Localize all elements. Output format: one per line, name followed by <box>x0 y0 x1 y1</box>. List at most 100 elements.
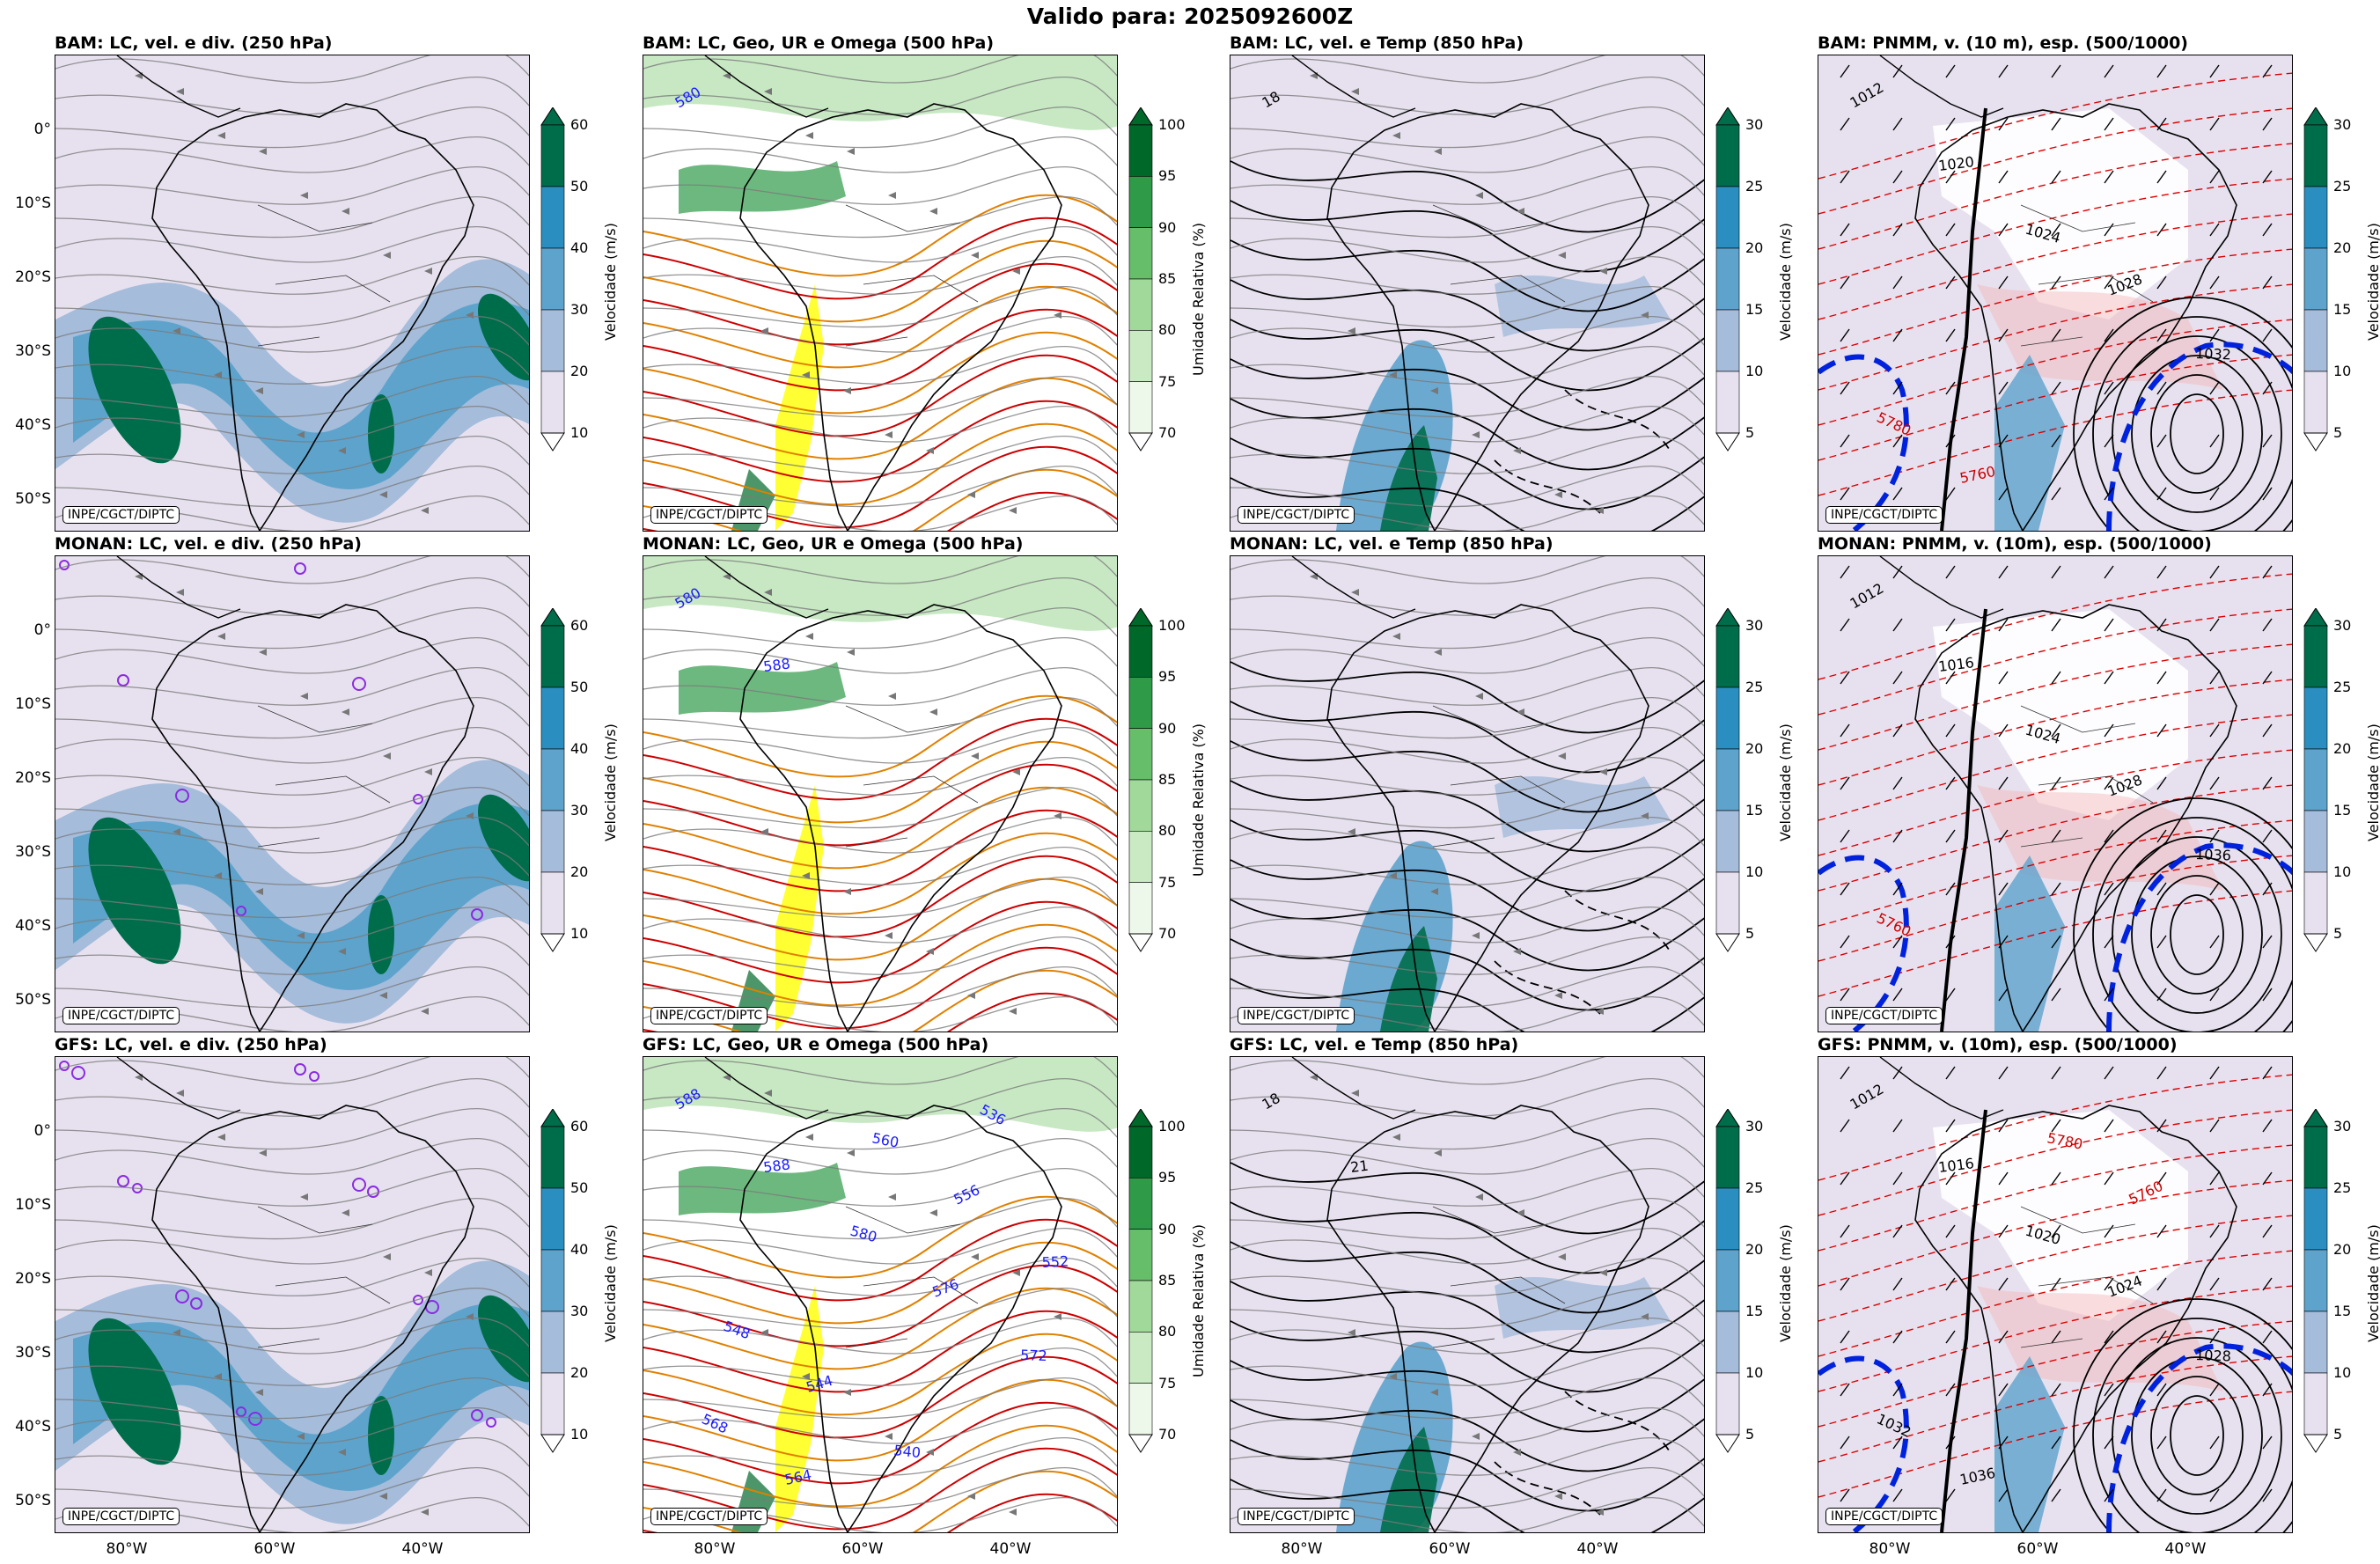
map-panel[interactable]: INPE/CGCT/DIPTC <box>55 55 530 532</box>
credit-label: INPE/CGCT/DIPTC <box>650 1007 768 1024</box>
colorbar-tick: 25 <box>1745 679 1764 695</box>
colorbar-tick: 100 <box>1158 617 1186 634</box>
credit-label: INPE/CGCT/DIPTC <box>1238 1007 1355 1024</box>
panel-title: GFS: LC, Geo, UR e Omega (500 hPa) <box>643 1035 989 1054</box>
colorbar-tick: 15 <box>1745 1303 1764 1319</box>
colorbar-tick: 20 <box>1745 239 1764 256</box>
colorbar-tick: 95 <box>1158 668 1177 686</box>
colorbar-label: Velocidade (m/s) <box>602 223 619 341</box>
colorbar <box>1128 106 1153 456</box>
colorbar-tick: 20 <box>570 863 589 880</box>
colorbar-tick: 30 <box>1745 617 1764 634</box>
colorbar-tick: 25 <box>1745 1179 1764 1196</box>
colorbar-tick: 85 <box>1158 1272 1177 1289</box>
colorbar-tick: 10 <box>570 1426 589 1443</box>
map-panel[interactable]: INPE/CGCT/DIPTC <box>1230 555 1705 1032</box>
credit-label: INPE/CGCT/DIPTC <box>650 1508 768 1525</box>
colorbar-label: Velocidade (m/s) <box>1777 723 1794 841</box>
lat-tick-label: 30°S <box>15 843 51 861</box>
colorbar-tick: 10 <box>570 424 589 441</box>
panel-title: GFS: LC, vel. e Temp (850 hPa) <box>1230 1035 1519 1054</box>
map-panel[interactable]: 1012 1020 1024 1028 1032 5780 5760 INPE/CGCT/DI… <box>1818 55 2293 532</box>
panel-title: BAM: LC, vel. e div. (250 hPa) <box>55 33 333 53</box>
colorbar-label: Umidade Relativa (%) <box>1190 1223 1207 1377</box>
colorbar-tick: 15 <box>2333 802 2352 819</box>
colorbar <box>2303 1108 2328 1458</box>
colorbar-tick: 20 <box>570 363 589 379</box>
lat-tick-label: 30°S <box>15 342 51 360</box>
colorbar-label: Velocidade (m/s) <box>602 723 619 841</box>
contour-label: 1020 <box>1937 153 1975 174</box>
colorbar-tick: 95 <box>1158 1169 1177 1186</box>
colorbar-tick: 30 <box>1745 116 1764 133</box>
lat-tick-label: 40°S <box>15 1418 51 1436</box>
contour-label: 1028 <box>2195 1347 2231 1364</box>
colorbar-tick: 85 <box>1158 771 1177 788</box>
colorbar-tick: 80 <box>1158 822 1177 840</box>
colorbar-tick: 70 <box>1158 424 1177 441</box>
colorbar-tick: 80 <box>1158 1323 1177 1340</box>
map-panel[interactable]: 1012 1016 1024 1028 1036 5760 INPE/CGCT/DIPTC <box>1818 555 2293 1032</box>
colorbar-tick: 30 <box>1745 1118 1764 1134</box>
lat-tick-label: 40°S <box>15 917 51 935</box>
lon-tick-label: 80°W <box>1869 1540 1911 1558</box>
map-panel[interactable]: INPE/CGCT/DIPTC <box>55 555 530 1032</box>
map-panel[interactable]: 18 INPE/CGCT/DIPTC <box>1230 55 1705 532</box>
contour-label: 1032 <box>2195 345 2231 363</box>
map-panel[interactable]: 580 INPE/CGCT/DIPTC <box>643 55 1118 532</box>
colorbar-tick: 15 <box>2333 1303 2352 1319</box>
colorbar-tick: 90 <box>1158 1220 1177 1237</box>
colorbar-label: Umidade Relativa (%) <box>1190 222 1207 376</box>
colorbar-tick: 60 <box>570 1118 589 1134</box>
map-canvas <box>55 55 529 531</box>
map-canvas <box>55 1057 529 1532</box>
lat-tick-label: 10°S <box>15 695 51 713</box>
colorbar <box>540 1108 565 1458</box>
colorbar-tick: 15 <box>1745 301 1764 318</box>
map-panel[interactable]: 588 588 580 576 572 568 564 560 556 552 548 544 540 5… <box>643 1056 1118 1533</box>
lon-tick-label: 80°W <box>694 1540 736 1558</box>
lon-tick-label: 80°W <box>1281 1540 1323 1558</box>
colorbar-tick: 10 <box>1745 363 1764 379</box>
map-panel[interactable]: 580 588 INPE/CGCT/DIPTC <box>643 555 1118 1032</box>
lon-tick-label: 60°W <box>1429 1540 1471 1558</box>
lon-tick-label: 60°W <box>253 1540 296 1558</box>
map-panel[interactable]: 1012 1016 1020 1024 1028 1032 1036 5780 5760 INPE… <box>1818 1056 2293 1533</box>
colorbar-label: Velocidade (m/s) <box>1777 1224 1794 1342</box>
lat-tick-label: 10°S <box>15 195 51 212</box>
lat-tick-label: 50°S <box>15 1492 51 1509</box>
colorbar <box>540 106 565 456</box>
map-canvas: 5885885805765725685645605565525485445405… <box>643 1057 1117 1532</box>
lat-tick-label: 0° <box>33 621 51 639</box>
colorbar <box>1715 607 1740 957</box>
colorbar-tick: 20 <box>1745 740 1764 757</box>
lat-tick-label: 10°S <box>15 1196 51 1214</box>
colorbar-tick: 40 <box>570 740 589 757</box>
contour-label: 572 <box>1020 1347 1047 1364</box>
map-panel[interactable]: 18 21 INPE/CGCT/DIPTC <box>1230 1056 1705 1533</box>
map-panel[interactable]: INPE/CGCT/DIPTC <box>55 1056 530 1533</box>
colorbar-tick: 30 <box>2333 617 2352 634</box>
colorbar-tick: 20 <box>570 1364 589 1381</box>
lon-tick-label: 40°W <box>989 1540 1032 1558</box>
colorbar-tick: 95 <box>1158 167 1177 185</box>
lon-tick-label: 40°W <box>2164 1540 2207 1558</box>
panel-title: BAM: LC, Geo, UR e Omega (500 hPa) <box>643 33 995 53</box>
colorbar-label: Velocidade (m/s) <box>602 1224 619 1342</box>
colorbar-tick: 30 <box>570 1303 589 1319</box>
lat-tick-label: 20°S <box>15 769 51 787</box>
panel-title: BAM: LC, vel. e Temp (850 hPa) <box>1230 33 1524 53</box>
colorbar-label: Velocidade (m/s) <box>1777 223 1794 341</box>
lon-tick-label: 40°W <box>1576 1540 1619 1558</box>
contour-label: 1016 <box>1937 654 1975 675</box>
colorbar-tick: 20 <box>2333 740 2352 757</box>
colorbar-tick: 10 <box>1745 863 1764 880</box>
panel-title: GFS: LC, vel. e div. (250 hPa) <box>55 1035 327 1054</box>
map-canvas <box>1230 556 1704 1032</box>
colorbar-tick: 10 <box>2333 863 2352 880</box>
lat-tick-label: 30°S <box>15 1344 51 1362</box>
colorbar-label: Umidade Relativa (%) <box>1190 723 1207 877</box>
colorbar-tick: 30 <box>2333 116 2352 133</box>
